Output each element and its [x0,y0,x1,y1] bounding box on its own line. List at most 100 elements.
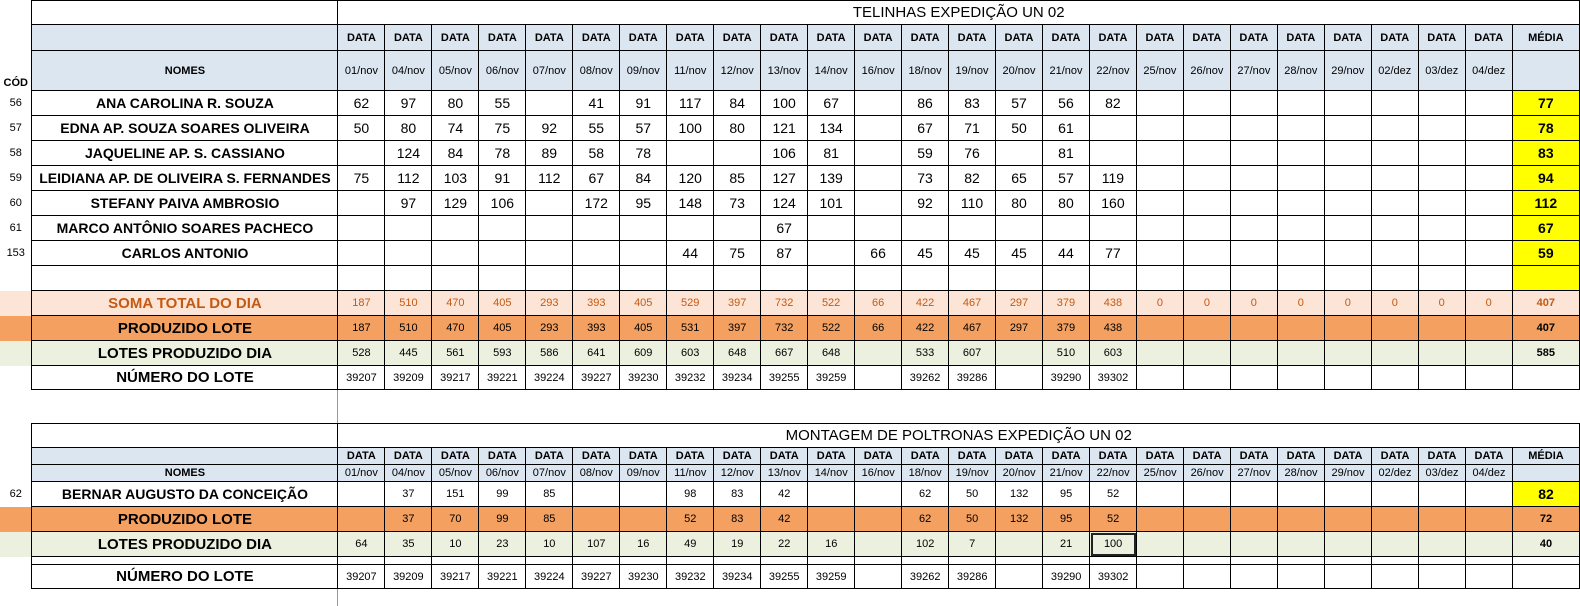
value-cell[interactable] [666,265,715,291]
lotes-produzido-row-cell[interactable] [995,340,1043,366]
value-cell[interactable]: 80 [384,115,433,141]
value-cell[interactable] [1417,140,1466,166]
soma-total-row-cell[interactable]: 422 [901,290,950,316]
value-cell[interactable]: 74 [431,115,480,141]
value-cell[interactable]: 65 [995,165,1043,191]
lotes-produzido-row-cell[interactable] [1182,340,1231,366]
value-cell[interactable] [1276,115,1325,141]
lotes-produzido-row-cell[interactable] [1183,531,1232,557]
lotes-produzido-row-cell[interactable]: 21 [1042,531,1091,557]
value-cell[interactable] [431,240,480,266]
lotes-produzido-row-cell[interactable] [1418,531,1466,557]
value-cell[interactable] [384,240,433,266]
lotes-produzido-row-cell[interactable] [1323,340,1372,366]
value-cell[interactable]: 100 [760,90,809,116]
value-cell[interactable]: 73 [901,165,950,191]
employee-name[interactable]: LEIDIANA AP. DE OLIVEIRA S. FERNANDES [31,165,339,191]
lotes-produzido-row-cell[interactable]: 10 [431,531,480,557]
soma-total-row-cell[interactable]: 0 [1370,290,1419,316]
value-cell[interactable]: 66 [854,240,903,266]
value-cell[interactable] [1323,115,1372,141]
numero-lote-row-cell[interactable]: 39302 [1089,564,1138,589]
numero-lote-row-cell[interactable] [1276,365,1325,390]
produzido-lote-row-cell[interactable]: 522 [807,315,856,341]
lotes-produzido-row-cell[interactable] [1370,340,1419,366]
value-cell[interactable]: 85 [525,481,574,507]
numero-lote-row-cell[interactable]: 39224 [525,564,574,589]
value-cell[interactable] [1088,265,1137,291]
value-cell[interactable]: 121 [760,115,809,141]
lotes-produzido-row-cell[interactable]: 667 [760,340,809,366]
soma-total-row-cell[interactable]: 529 [666,290,715,316]
lotes-produzido-row-cell[interactable]: 561 [431,340,480,366]
value-cell[interactable]: 87 [760,240,809,266]
produzido-lote-row-cell[interactable] [1182,315,1231,341]
produzido-lote-row-cell[interactable]: 293 [525,315,574,341]
produzido-lote-row-cell[interactable] [1371,506,1420,532]
numero-lote-row-cell[interactable] [995,564,1044,589]
produzido-lote-row-cell[interactable] [1417,315,1466,341]
value-cell[interactable]: 81 [1041,140,1090,166]
value-cell[interactable] [1135,190,1184,216]
produzido-lote-row-cell[interactable] [1464,315,1513,341]
value-cell[interactable]: 82 [948,165,997,191]
value-cell[interactable] [1464,265,1513,291]
value-cell[interactable]: 129 [431,190,480,216]
value-cell[interactable] [1182,265,1231,291]
value-cell[interactable]: 89 [525,140,574,166]
numero-lote-row-cell[interactable]: 39227 [572,564,621,589]
lotes-produzido-row-cell[interactable]: 100 [1089,531,1138,557]
produzido-lote-row-cell[interactable]: 85 [525,506,574,532]
value-cell[interactable] [1370,265,1419,291]
value-cell[interactable]: 112 [384,165,433,191]
value-cell[interactable] [337,190,386,216]
value-cell[interactable] [337,215,386,241]
value-cell[interactable] [1464,90,1513,116]
produzido-lote-row-cell[interactable]: 62 [901,506,950,532]
numero-lote-row-cell[interactable]: 39262 [901,564,950,589]
value-cell[interactable] [1229,140,1278,166]
value-cell[interactable] [1370,165,1419,191]
produzido-lote-row-cell[interactable]: 510 [384,315,433,341]
value-cell[interactable]: 101 [807,190,856,216]
value-cell[interactable]: 42 [760,481,809,507]
value-cell[interactable]: 67 [807,90,856,116]
produzido-lote-row-cell[interactable] [1370,315,1419,341]
produzido-lote-row-cell[interactable] [337,506,386,532]
value-cell[interactable]: 50 [337,115,386,141]
value-cell[interactable] [478,215,527,241]
media-cell[interactable]: 83 [1511,140,1580,166]
value-cell[interactable] [1135,215,1184,241]
media-cell[interactable]: 67 [1511,215,1580,241]
value-cell[interactable] [1417,265,1466,291]
value-cell[interactable] [1136,481,1185,507]
soma-total-row-cell[interactable]: 0 [1276,290,1325,316]
value-cell[interactable] [1464,115,1513,141]
value-cell[interactable] [1229,215,1278,241]
value-cell[interactable] [431,265,480,291]
value-cell[interactable]: 92 [901,190,950,216]
value-cell[interactable] [1276,265,1325,291]
value-cell[interactable]: 81 [807,140,856,166]
value-cell[interactable] [713,215,762,241]
value-cell[interactable]: 76 [948,140,997,166]
numero-lote-row-label[interactable]: NÚMERO DO LOTE [31,564,339,589]
soma-total-row-cell[interactable]: 0 [1323,290,1372,316]
soma-total-row-cell[interactable]: 0 [1464,290,1513,316]
value-cell[interactable] [525,265,574,291]
value-cell[interactable] [1276,240,1325,266]
produzido-lote-row-cell[interactable]: 405 [478,315,527,341]
lotes-produzido-row-cell[interactable]: 607 [948,340,997,366]
produzido-lote-row-media[interactable]: 407 [1511,315,1580,341]
value-cell[interactable] [1182,215,1231,241]
value-cell[interactable]: 75 [713,240,762,266]
produzido-lote-row-cell[interactable]: 42 [760,506,809,532]
value-cell[interactable]: 100 [666,115,715,141]
value-cell[interactable] [1370,90,1419,116]
lotes-produzido-row-cell[interactable] [1324,531,1373,557]
value-cell[interactable] [854,140,903,166]
numero-lote-row-cell[interactable]: 39262 [901,365,950,390]
numero-lote-row-cell[interactable]: 39217 [431,564,480,589]
value-cell[interactable] [1370,215,1419,241]
produzido-lote-row-cell[interactable] [1323,315,1372,341]
